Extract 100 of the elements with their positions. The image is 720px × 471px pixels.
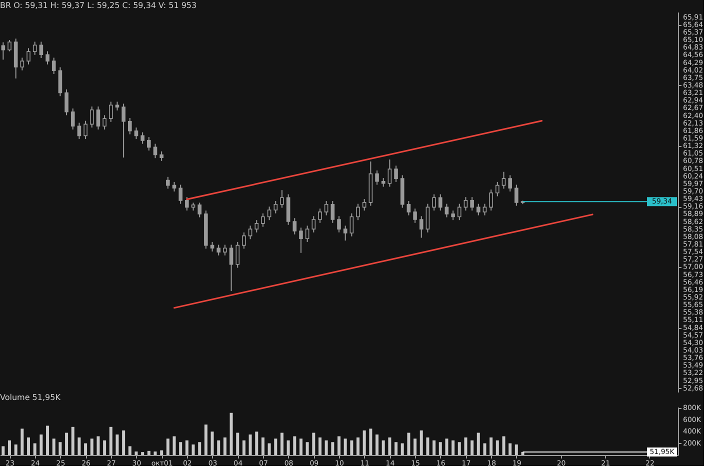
candlestick (96, 106, 100, 130)
candlestick (286, 194, 290, 226)
bar (14, 444, 18, 455)
bar (490, 437, 493, 455)
bar (154, 451, 157, 455)
candlestick (451, 210, 455, 221)
bar (122, 430, 126, 455)
candlestick (318, 208, 322, 224)
candlestick (153, 143, 158, 159)
bar (84, 443, 88, 455)
candlestick (32, 41, 37, 56)
bar (356, 437, 360, 455)
candlestick (375, 170, 379, 186)
bar (134, 451, 138, 455)
candlestick (77, 122, 82, 140)
bar (78, 437, 81, 455)
bar (508, 443, 512, 455)
bar (496, 440, 499, 455)
bar (514, 444, 518, 455)
bar (172, 436, 176, 455)
candlestick (242, 232, 246, 250)
candlestick (223, 244, 227, 256)
candlestick (216, 244, 221, 256)
candlestick (210, 241, 214, 252)
bar (96, 436, 100, 455)
bar (299, 438, 302, 455)
candlestick (482, 203, 487, 216)
candlestick (172, 181, 176, 192)
candlestick (229, 244, 234, 292)
bar (432, 440, 436, 455)
bar (210, 432, 214, 455)
candlestick (362, 198, 366, 212)
candlestick (236, 241, 240, 268)
candlestick (39, 41, 44, 58)
bar (458, 442, 461, 455)
candlestick (476, 203, 480, 216)
bar (33, 443, 36, 455)
bar (324, 440, 328, 455)
candlestick (274, 200, 278, 214)
bar (52, 438, 56, 455)
bar (338, 436, 340, 455)
bar (40, 434, 43, 455)
candlestick (324, 200, 328, 216)
candlestick (514, 184, 518, 206)
bar (502, 436, 506, 455)
candlestick (46, 50, 50, 65)
bar (109, 426, 112, 455)
candlestick (122, 103, 126, 158)
candlestick (419, 216, 424, 238)
bar (400, 443, 404, 455)
candlestick (134, 127, 138, 140)
bar (204, 424, 208, 455)
candlestick (198, 202, 202, 218)
candlestick (8, 40, 12, 52)
bar (255, 432, 258, 455)
bar (198, 442, 202, 455)
bar (521, 452, 524, 455)
bar (306, 442, 309, 455)
bar (248, 434, 252, 455)
candlestick (350, 212, 354, 237)
candlestick (102, 114, 106, 130)
bar (350, 440, 354, 455)
bar (261, 437, 264, 455)
bar (58, 442, 62, 455)
bar (420, 430, 423, 455)
bar (388, 437, 392, 455)
bar (217, 440, 220, 455)
candlestick (406, 200, 411, 216)
candlestick (356, 203, 360, 221)
bar (376, 434, 379, 455)
bar (382, 440, 385, 455)
bar (90, 438, 94, 455)
bar (274, 438, 278, 455)
candlestick (305, 225, 310, 242)
candlestick (496, 181, 500, 197)
bar (103, 440, 106, 455)
candlestick (438, 194, 442, 212)
candlestick (254, 220, 259, 233)
bar (452, 440, 455, 455)
bar (20, 428, 24, 455)
bar (179, 442, 182, 455)
candlestick (185, 196, 189, 212)
candlestick (84, 120, 88, 140)
bar (160, 450, 164, 455)
candlestick (166, 176, 170, 190)
candlestick (457, 203, 462, 221)
candlestick (52, 57, 56, 74)
bar (286, 440, 290, 455)
candlestick (160, 150, 164, 162)
candlestick (248, 225, 252, 240)
chart-title: Volume 51,95K (0, 393, 62, 402)
bar (407, 432, 410, 455)
bar (236, 432, 240, 455)
candlestick (70, 108, 75, 130)
candlestick (388, 159, 392, 188)
bar (242, 440, 246, 455)
bar (331, 442, 334, 455)
bar (483, 443, 486, 455)
candlestick (64, 88, 68, 116)
bar (293, 436, 296, 455)
